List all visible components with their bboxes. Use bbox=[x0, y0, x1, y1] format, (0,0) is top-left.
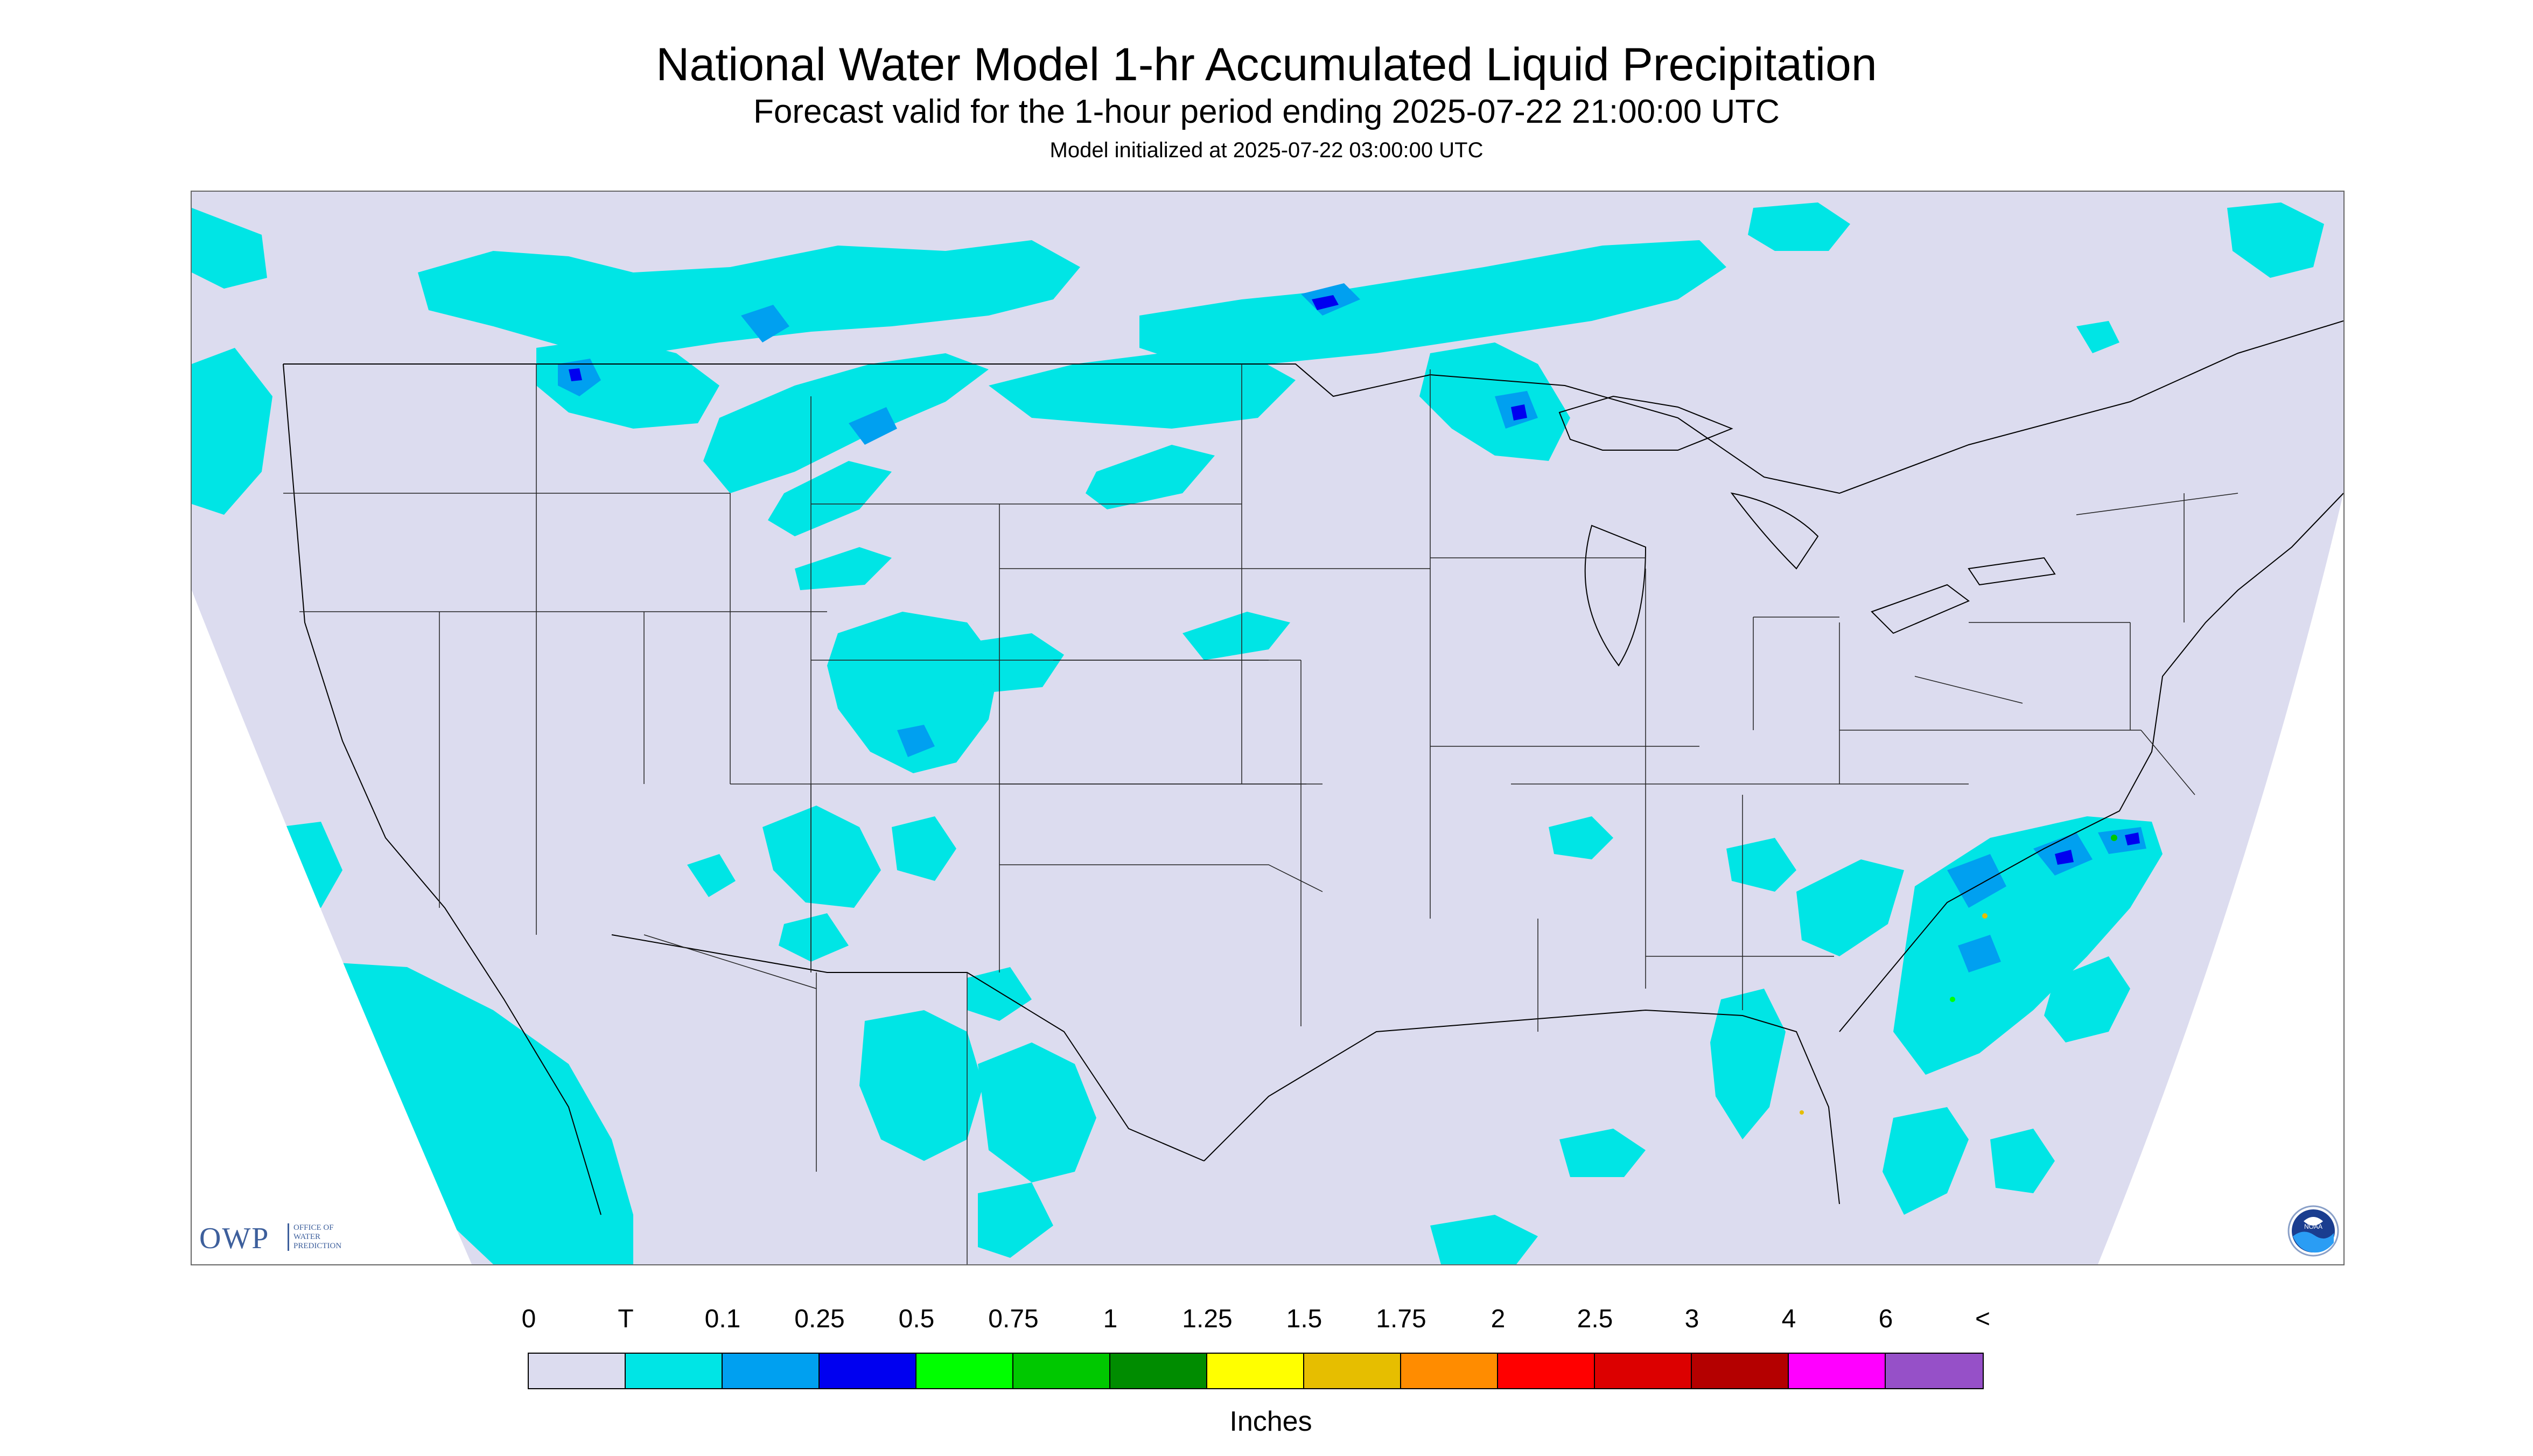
precipitation-map bbox=[191, 191, 2345, 1265]
legend-swatch bbox=[1401, 1354, 1498, 1388]
legend-swatch bbox=[1498, 1354, 1595, 1388]
legend-swatch bbox=[1207, 1354, 1304, 1388]
legend-swatch bbox=[1692, 1354, 1789, 1388]
boundaries bbox=[283, 320, 2343, 1215]
legend-swatch bbox=[820, 1354, 916, 1388]
legend-label: 1.75 bbox=[1376, 1305, 1426, 1333]
legend-units: Inches bbox=[1229, 1406, 1312, 1437]
noaa-logo-text: NOAA bbox=[2304, 1223, 2322, 1230]
legend-swatch bbox=[916, 1354, 1013, 1388]
map-title: National Water Model 1-hr Accumulated Li… bbox=[656, 39, 1877, 90]
legend-label: 0.1 bbox=[704, 1305, 741, 1333]
legend-label: 0 bbox=[521, 1305, 536, 1333]
legend-swatch bbox=[1595, 1354, 1692, 1388]
color-legend: 0 T 0.1 0.25 0.5 0.75 1 1.25 1.5 1.75 2 2.5 3 4 6 < Inc… bbox=[522, 1298, 2014, 1443]
precip-higher-intensity-dots bbox=[1800, 835, 2117, 1115]
legend-swatch bbox=[723, 1354, 820, 1388]
legend-swatch bbox=[626, 1354, 723, 1388]
legend-swatch bbox=[529, 1354, 626, 1388]
legend-swatch bbox=[1886, 1354, 1983, 1388]
map-canvas bbox=[192, 192, 2343, 1264]
legend-label: 6 bbox=[1878, 1305, 1893, 1333]
model-init-time: Model initialized at 2025-07-22 03:00:00… bbox=[1049, 138, 1484, 162]
legend-swatch bbox=[1789, 1354, 1886, 1388]
legend-label: 2 bbox=[1491, 1305, 1506, 1333]
legend-label: 1.25 bbox=[1182, 1305, 1233, 1333]
state-lines bbox=[283, 364, 2238, 1264]
legend-label: 3 bbox=[1684, 1305, 1699, 1333]
legend-color-bar bbox=[528, 1353, 1984, 1389]
owp-logo-letters: OWP bbox=[199, 1222, 270, 1255]
legend-label: 4 bbox=[1781, 1305, 1796, 1333]
owp-logo-text: OFFICE OF WATER PREDICTION bbox=[288, 1223, 341, 1251]
legend-swatch bbox=[1013, 1354, 1110, 1388]
legend-label: < bbox=[1975, 1305, 1991, 1333]
legend-swatch bbox=[1304, 1354, 1401, 1388]
legend-label: 0.25 bbox=[794, 1305, 845, 1333]
legend-label: T bbox=[618, 1305, 634, 1333]
noaa-logo-icon: NOAA bbox=[2287, 1205, 2339, 1257]
legend-swatch bbox=[1110, 1354, 1207, 1388]
legend-label: 1 bbox=[1103, 1305, 1118, 1333]
precip-trace-areas bbox=[192, 202, 2324, 1264]
legend-label: 1.5 bbox=[1286, 1305, 1323, 1333]
legend-label: 0.75 bbox=[988, 1305, 1039, 1333]
map-subtitle: Forecast valid for the 1-hour period end… bbox=[753, 93, 1780, 130]
legend-label: 0.5 bbox=[898, 1305, 935, 1333]
precip-dark-blue-areas bbox=[569, 295, 2140, 865]
legend-label: 2.5 bbox=[1577, 1305, 1613, 1333]
owp-logo: OWP OFFICE OF WATER PREDICTION bbox=[199, 1218, 377, 1257]
